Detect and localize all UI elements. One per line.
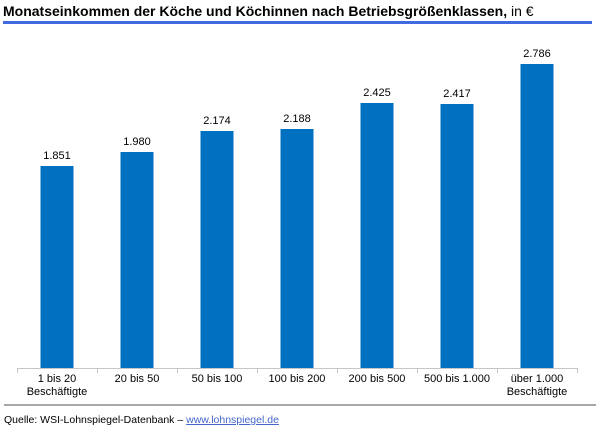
source-text: Quelle: WSI-Lohnspiegel-Datenbank – (4, 414, 187, 426)
x-axis-category-label: über 1.000 Beschäftigte (506, 373, 568, 398)
bar-slot: 2.174 (177, 64, 257, 368)
axis-tick (497, 368, 498, 373)
x-axis-category-label: 100 bis 200 (268, 373, 326, 385)
bar (440, 104, 474, 368)
axis-tick (97, 368, 98, 373)
chart-title-main: Monatseinkommen der Köche und Köchinnen … (3, 3, 508, 19)
x-axis-labels: 1 bis 20 Beschäftigte 20 bis 50 50 bis 100… (17, 373, 577, 399)
axis-tick (177, 368, 178, 373)
axis-tick (17, 368, 18, 373)
bar-slot: 1.851 (17, 64, 97, 368)
footer-separator (4, 404, 596, 406)
bar-value-label: 2.786 (523, 48, 551, 60)
x-axis-category-label: 1 bis 20 Beschäftigte (26, 373, 88, 398)
bar-value-label: 1.851 (43, 150, 71, 163)
bar-slot: 2.417 (417, 64, 497, 368)
bar-value-label: 2.188 (283, 113, 311, 126)
axis-tick (577, 368, 578, 373)
x-axis-line (17, 368, 578, 369)
bar-slot: 2.425 (337, 64, 417, 368)
chart-title: Monatseinkommen der Köche und Köchinnen … (3, 3, 597, 20)
x-axis-category-label: 200 bis 500 (348, 373, 406, 385)
axis-tick (337, 368, 338, 373)
bar (520, 64, 554, 368)
source-note: Quelle: WSI-Lohnspiegel-Datenbank – www.… (4, 414, 279, 426)
x-axis-category-label: 20 bis 50 (114, 373, 160, 385)
bar-slot: 1.980 (97, 64, 177, 368)
x-axis-category-label: 50 bis 100 (191, 373, 243, 385)
bar-slot: 2.786 (497, 48, 577, 368)
source-link[interactable]: www.lohnspiegel.de (186, 414, 279, 426)
bar-plot-area: 1.851 1.980 2.174 2.188 2.425 2.417 2.786 (17, 48, 577, 368)
bar (280, 129, 314, 368)
axis-tick (417, 368, 418, 373)
bar (40, 166, 74, 368)
bar-value-label: 2.174 (203, 114, 231, 127)
axis-tick (257, 368, 258, 373)
bar (360, 103, 394, 368)
bar-value-label: 1.980 (123, 135, 151, 148)
bar-value-label: 2.417 (443, 88, 471, 101)
bar-value-label: 2.425 (363, 87, 391, 100)
bar-slot: 2.188 (257, 64, 337, 368)
x-axis-category-label: 500 bis 1.000 (423, 373, 491, 385)
bar (120, 151, 154, 368)
bar (200, 130, 234, 368)
chart-title-unit: in € (507, 3, 534, 19)
title-underline (3, 21, 592, 24)
